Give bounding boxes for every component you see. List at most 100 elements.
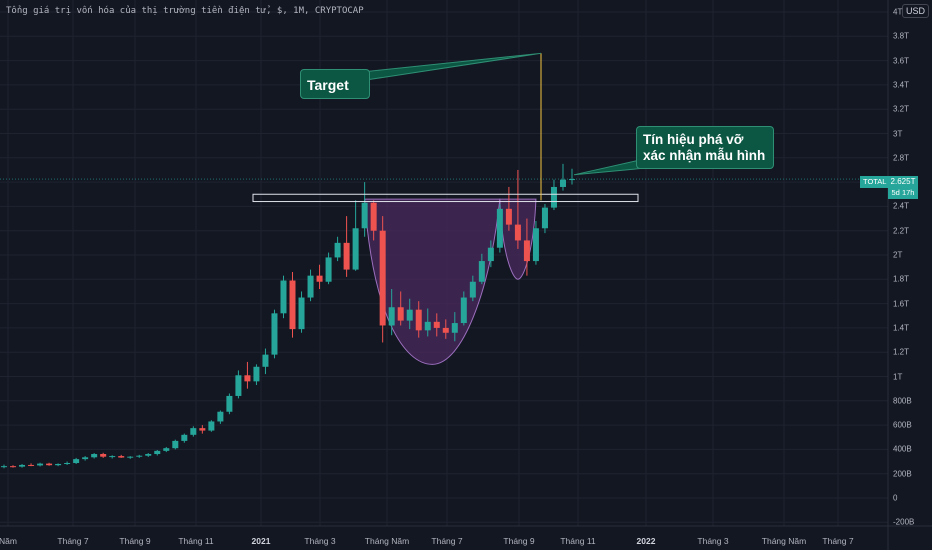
y-tick-label: 2.8T (893, 153, 910, 163)
candle-body (1, 466, 7, 468)
bar-countdown: 5d 17h (891, 188, 915, 197)
candle-body (253, 366, 260, 382)
candle-body (460, 297, 467, 324)
x-tick-label: Năm (0, 536, 17, 546)
candle-body (352, 228, 359, 270)
candle-body (127, 456, 134, 458)
candle-body (118, 456, 125, 458)
y-tick-label: 2T (893, 250, 903, 260)
candle-body (361, 202, 368, 229)
candle-body (343, 242, 350, 270)
target-callout[interactable]: Target (300, 69, 370, 99)
candle-body (514, 224, 521, 241)
y-tick-label: 0 (893, 493, 898, 503)
y-tick-label: 2.4T (893, 201, 910, 211)
candle-body (442, 327, 449, 333)
candle-body (550, 186, 557, 208)
y-tick-label: 2.2T (893, 226, 910, 236)
candle-body (487, 247, 494, 262)
resistance-zone (252, 193, 639, 203)
candle-body (496, 208, 503, 248)
candle-body (406, 309, 413, 321)
candle-body (415, 309, 422, 331)
y-tick-label: 3.2T (893, 104, 910, 114)
y-tick-label: 3.6T (893, 56, 910, 66)
candle-body (469, 281, 476, 298)
candle-body (424, 321, 431, 331)
y-tick-label: 1T (893, 372, 903, 381)
x-tick-label: Tháng 9 (119, 536, 151, 546)
candle-body (289, 280, 296, 330)
candle-body (100, 454, 107, 457)
candle-body (163, 448, 170, 451)
y-tick-label: 600B (893, 420, 912, 430)
cup-pattern (364, 198, 501, 365)
candle-body (91, 454, 98, 458)
candle-body (569, 179, 575, 181)
y-tick-label: 1.6T (893, 299, 910, 309)
candle-body (388, 307, 395, 326)
candle-body (82, 457, 89, 460)
candle-body (298, 297, 305, 330)
y-tick-label: 3.8T (893, 31, 910, 41)
candle-body (19, 464, 26, 467)
y-tick-label: -200B (893, 517, 915, 527)
candle-body (226, 395, 233, 412)
x-tick-label: 2022 (636, 536, 656, 546)
candle-body (154, 450, 161, 455)
y-tick-label: 4T (893, 7, 903, 17)
candle-body (307, 275, 314, 298)
candle-body (55, 463, 62, 466)
candle-body (523, 240, 530, 262)
y-tick-label: 400B (893, 444, 912, 454)
candle-body (28, 464, 35, 466)
candle-body (181, 434, 188, 441)
x-tick-label: Tháng 3 (697, 536, 729, 546)
candle-body (244, 375, 251, 382)
candle-body (325, 257, 332, 282)
candle-body (64, 463, 71, 465)
candle-body (199, 428, 206, 431)
y-tick-label: 1.2T (893, 347, 910, 357)
candle-body (541, 207, 548, 229)
candle-body (280, 280, 287, 314)
chart-title: Tổng giá trị vốn hóa của thị trường tiền… (6, 6, 364, 16)
x-tick-label: Tháng Năm (761, 536, 807, 546)
x-tick-label: Tháng 11 (560, 536, 596, 546)
candle-body (145, 454, 152, 456)
candle-body (505, 208, 512, 225)
candle-body (190, 428, 197, 435)
candle-body (262, 354, 269, 367)
x-tick-label: Tháng Năm (364, 536, 410, 546)
last-price-label: 2.625T 5d 17h (888, 176, 918, 199)
last-price-value: 2.625T (890, 177, 916, 186)
x-tick-label: Tháng 7 (822, 536, 854, 546)
candle-body (172, 440, 179, 449)
candle-body (109, 456, 116, 458)
y-tick-label: 3.4T (893, 80, 910, 90)
candle-body (532, 228, 539, 262)
breakout-callout[interactable]: Tín hiệu phá vỡ xác nhận mẫu hình (636, 126, 774, 169)
candle-body (397, 307, 404, 321)
candle-body (46, 463, 53, 466)
candle-body (379, 230, 386, 326)
target-leader (361, 52, 542, 81)
x-tick-label: Tháng 11 (178, 536, 214, 546)
candle-body (559, 179, 566, 187)
x-tick-label: Tháng 7 (431, 536, 463, 546)
candle-body (334, 242, 341, 258)
x-tick-label: 2021 (251, 536, 271, 546)
currency-button[interactable]: USD (902, 4, 930, 18)
candle-body (271, 313, 278, 355)
candle-body (73, 459, 80, 464)
y-tick-label: 1.4T (893, 323, 910, 333)
candle-body (433, 321, 440, 328)
candle-body (136, 455, 143, 457)
candle-body (451, 323, 458, 333)
y-tick-label: 3T (893, 129, 903, 138)
x-tick-label: Tháng 7 (57, 536, 89, 546)
candle-body (370, 202, 377, 231)
candle-body (37, 463, 44, 466)
